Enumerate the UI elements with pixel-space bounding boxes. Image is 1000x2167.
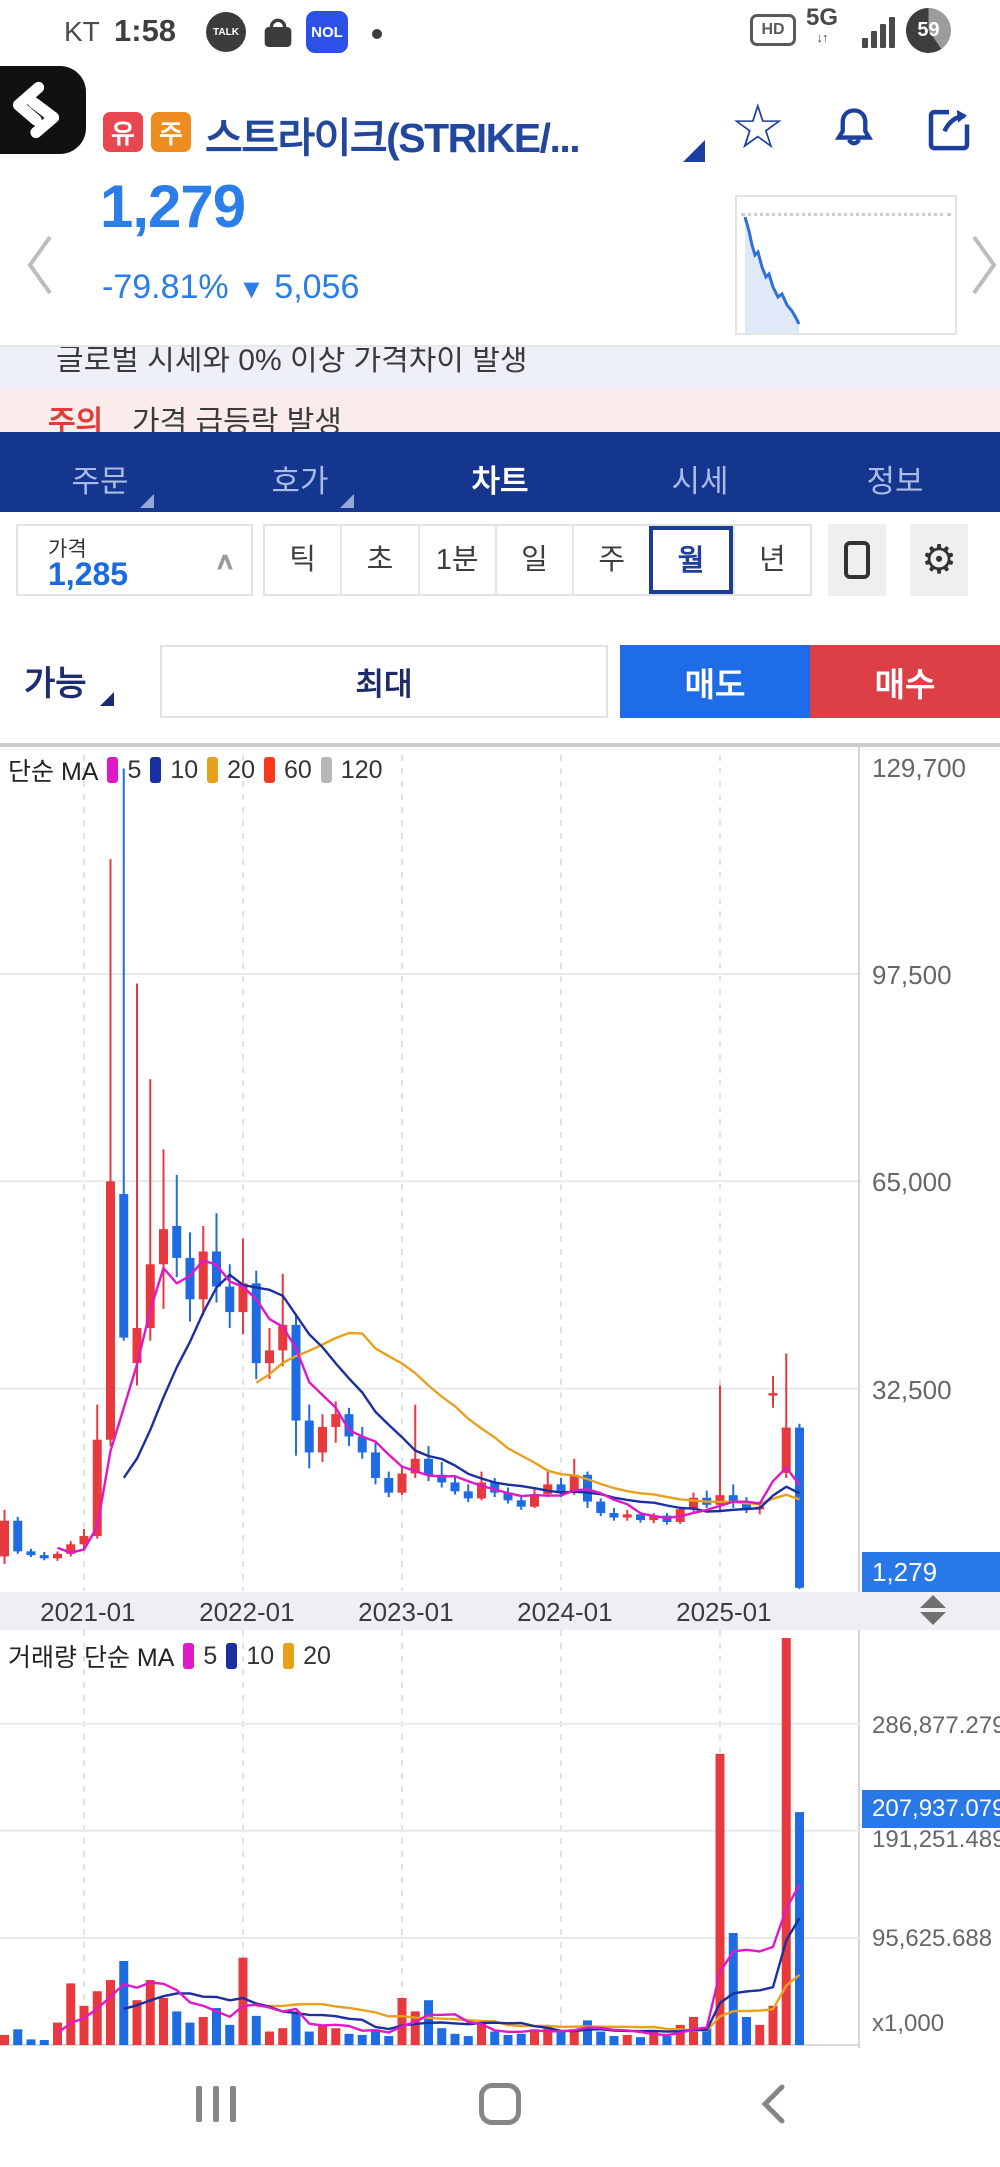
current-price-tag: 1,279: [862, 1552, 1000, 1592]
volume-ma-legend: 거래량 단순 MA 5 10 20: [8, 1638, 331, 1674]
market-badge-yu: 유: [103, 112, 143, 152]
change-percent: -79.81%: [102, 268, 229, 306]
available-dropdown[interactable]: 가능: [24, 665, 87, 703]
timeframe-day[interactable]: 일: [494, 526, 572, 594]
current-volume-tag: 207,937.079: [862, 1790, 1000, 1828]
recents-button[interactable]: [196, 2086, 236, 2122]
tab-quotes-dropdown-icon: [340, 494, 354, 508]
warning-text: 가격 급등락 발생: [132, 406, 342, 432]
max-quantity-button[interactable]: 최대: [160, 645, 608, 718]
price-ma-legend: 단순 MA 5 10 20 60 120: [8, 752, 383, 788]
xlabel-2021: 2021-01: [40, 1597, 136, 1627]
share-icon[interactable]: [922, 102, 976, 156]
buy-button[interactable]: 매수: [810, 645, 1000, 718]
tab-info[interactable]: 정보: [866, 464, 924, 499]
vol-ylabel-286877: 286,877.279: [872, 1712, 1000, 1739]
battery-indicator: 59: [906, 8, 951, 53]
vol-ma10-color-chip: [226, 1643, 238, 1669]
price-axis-border: [858, 745, 860, 2048]
timeframe-group: 틱 초 1분 일 주 월 년: [263, 524, 812, 596]
price-chart-canvas[interactable]: [0, 745, 860, 1592]
vol-ma20-color-chip: [283, 1643, 295, 1669]
hd-voice-icon: HD: [750, 14, 796, 46]
notification-dot-icon: [372, 29, 382, 39]
chevron-up-icon[interactable]: ∧: [214, 548, 236, 575]
prev-stock-chevron[interactable]: [24, 232, 58, 298]
warning-tag: 주의: [48, 397, 103, 432]
next-stock-chevron[interactable]: [966, 232, 1000, 298]
price-ylabel-129700: 129,700: [872, 753, 966, 783]
volume-chart-canvas[interactable]: [0, 1630, 860, 2048]
timeframe-week[interactable]: 주: [572, 526, 649, 594]
xlabel-2024: 2024-01: [517, 1597, 613, 1627]
shopping-bag-notification-icon: [264, 18, 292, 47]
volume-ma-legend-title: 거래량 단순 MA: [8, 1644, 175, 1672]
current-price: 1,279: [100, 173, 246, 240]
timeframe-1min[interactable]: 1분: [417, 526, 495, 594]
mini-sparkline-chart: [735, 195, 957, 335]
tab-order-dropdown-icon: [140, 494, 154, 508]
tab-chart[interactable]: 차트: [471, 464, 529, 499]
vol-ylabel-191251: 191,251.489: [872, 1826, 1000, 1853]
price-ylabel-65000: 65,000: [872, 1167, 952, 1197]
kakaotalk-notification-icon: TALK: [206, 12, 246, 52]
timeframe-year[interactable]: 년: [732, 526, 810, 594]
sparkline-dotted-line: [741, 213, 951, 216]
change-amount: 5,056: [274, 268, 360, 306]
price-input-label: 가격: [48, 538, 87, 561]
price-ma-legend-title: 단순 MA: [8, 758, 99, 786]
back-button[interactable]: [752, 2082, 796, 2126]
x-axis-band: 2021-01 2022-01 2023-01 2024-01 2025-01: [0, 1592, 1000, 1630]
home-button[interactable]: [479, 2083, 521, 2125]
nol-notification-icon: NOL: [306, 11, 348, 53]
market-badge-ju: 주: [151, 112, 191, 152]
stock-title[interactable]: 스트라이크(STRIKE/...: [205, 115, 581, 161]
price-ylabel-32500: 32,500: [872, 1375, 952, 1405]
gear-icon: ⚙: [921, 538, 957, 582]
tab-order[interactable]: 주문: [71, 464, 129, 499]
notice-price-volatility[interactable]: 주의 가격 급등락 발생: [0, 389, 1000, 432]
sell-button[interactable]: 매도: [620, 645, 810, 718]
app-logo[interactable]: [0, 66, 86, 154]
price-input-box[interactable]: 가격 1,285 ∧: [16, 524, 253, 596]
xlabel-2023: 2023-01: [358, 1597, 454, 1627]
ma60-color-chip: [263, 757, 275, 783]
vol-ylabel-95625: 95,625.688: [872, 1925, 993, 1952]
portrait-rect-icon: [844, 541, 870, 579]
ma5-color-chip: [107, 757, 119, 783]
tab-market[interactable]: 시세: [671, 464, 729, 499]
ma120-color-chip: [320, 757, 332, 783]
available-dropdown-icon: [100, 692, 114, 706]
down-arrow-icon: ▼: [238, 274, 265, 304]
timeframe-month[interactable]: 월: [649, 526, 733, 594]
xlabel-2022: 2022-01: [199, 1597, 295, 1627]
title-dropdown-icon[interactable]: [683, 140, 705, 162]
signal-strength-icon: [862, 16, 898, 48]
clock: 1:58: [114, 13, 177, 48]
timeframe-second[interactable]: 초: [340, 526, 417, 594]
carrier-label: KT: [64, 16, 100, 47]
favorite-star-icon[interactable]: ☆: [730, 93, 786, 162]
status-bar: KT 1:58 TALK NOL HD 5G ↓↑ 59: [0, 0, 1000, 58]
xlabel-2025: 2025-01: [676, 1597, 772, 1627]
chart-style-button[interactable]: [828, 524, 886, 596]
alert-bell-icon[interactable]: [828, 104, 880, 156]
chart-top-border: [0, 743, 1000, 747]
price-ylabel-97500: 97,500: [872, 960, 952, 990]
price-change: -79.81% ▼ 5,056: [102, 268, 359, 307]
tab-quotes[interactable]: 호가: [271, 464, 329, 499]
axis-expander-icon[interactable]: [920, 1595, 946, 1625]
network-5g-icon: 5G ↓↑: [806, 4, 839, 46]
ma10-color-chip: [150, 757, 162, 783]
section-tab-bar: 주문 호가 차트 시세 정보: [0, 432, 1000, 512]
timeframe-tick[interactable]: 틱: [289, 544, 316, 576]
vol-multiplier: x1,000: [872, 2010, 945, 2037]
notice-global-price-gap[interactable]: 글로벌 시세와 0% 이상 가격차이 발생: [0, 345, 1000, 389]
chart-settings-button[interactable]: ⚙: [910, 524, 968, 596]
android-nav-bar: [0, 2068, 1000, 2167]
vol-ma5-color-chip: [183, 1643, 195, 1669]
price-input-value[interactable]: 1,285: [48, 556, 129, 592]
ma20-color-chip: [207, 757, 219, 783]
